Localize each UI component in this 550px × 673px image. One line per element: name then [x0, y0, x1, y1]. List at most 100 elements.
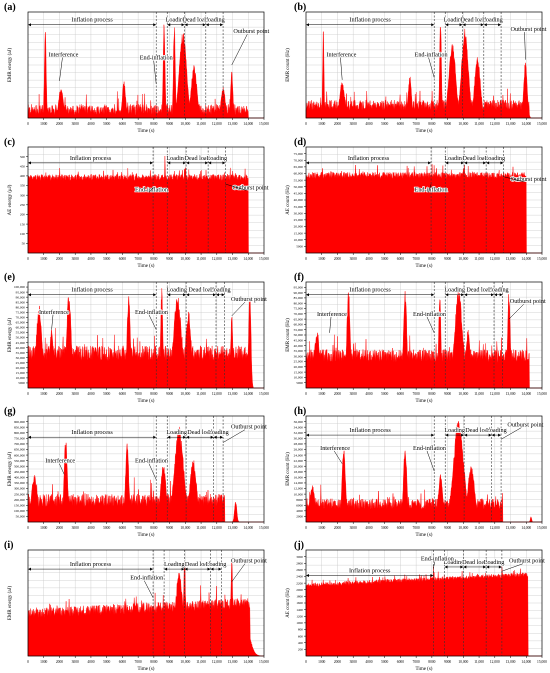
y-tick-label: 45,000: [294, 192, 304, 197]
y-tick-label: 30,000: [294, 354, 304, 359]
annotation-label: Outburst point: [507, 422, 543, 429]
x-tick-label: 3000: [72, 392, 79, 396]
annotation-label: Outburst point: [231, 296, 267, 303]
y-tick-label: 5000: [18, 381, 25, 385]
x-tick-label: 3000: [350, 122, 357, 126]
annotation-arrow: [340, 57, 343, 80]
x-tick-label: 3000: [72, 660, 79, 664]
x-tick-label: 10,000: [180, 660, 190, 665]
y-tick-label: 30,000: [294, 437, 304, 442]
y-tick-label: 85,000: [16, 300, 26, 305]
y-tick-label: 20,000: [294, 225, 304, 230]
y-axis-title: AE count (Hz): [286, 588, 291, 618]
x-tick-label: 2000: [334, 392, 341, 396]
y-tick-label: 70,000: [16, 316, 26, 321]
y-tick-label: 400: [298, 641, 303, 645]
x-tick-label: 6000: [119, 257, 126, 261]
x-tick-label: 13,000: [228, 392, 238, 397]
y-tick-label: 40,000: [294, 344, 304, 349]
y-tick-label: 10,000: [294, 376, 304, 381]
phase-label: Inflation process: [349, 287, 391, 294]
x-tick-label: 7000: [135, 660, 142, 664]
x-tick-label: 8000: [150, 392, 157, 396]
x-tick-label: 10,000: [458, 660, 468, 665]
x-tick-label: 10,000: [180, 392, 190, 397]
x-tick-label: 3000: [350, 660, 357, 664]
phase-arrow-head: [494, 293, 503, 297]
panel-label: (j): [294, 540, 304, 551]
phase-label: Loading: [166, 17, 187, 24]
x-tick-label: 0: [27, 526, 29, 530]
y-tick-label: 1200: [296, 614, 303, 618]
x-tick-label: 8000: [150, 122, 157, 126]
x-tick-label: 2000: [56, 660, 63, 664]
y-tick-label: 90,000: [16, 295, 26, 300]
x-tick-label: 0: [27, 257, 29, 261]
phase-label: Dead load: [462, 559, 488, 566]
y-tick-label: 35,000: [294, 349, 304, 354]
x-tick-label: 7000: [413, 660, 420, 664]
x-tick-label: 5000: [103, 392, 110, 396]
plot-frame: [305, 11, 543, 119]
x-tick-label: 4000: [365, 257, 372, 261]
phase-label: Dead load: [466, 287, 492, 294]
y-tick-label: 8000: [296, 498, 303, 502]
x-tick-label: 2000: [56, 257, 63, 261]
x-tick-label: 8000: [150, 660, 157, 664]
y-axis-title: EMR energy (aJ): [8, 317, 13, 352]
x-tick-label: 2000: [334, 660, 341, 664]
y-tick-label: 60,000: [294, 323, 304, 328]
y-tick-label: 45,000: [294, 339, 304, 344]
y-tick-label: 20,000: [294, 365, 304, 370]
x-tick-label: 11,000: [474, 660, 484, 665]
x-axis-title: Time (s): [416, 129, 433, 134]
x-tick-label: 1000: [318, 257, 325, 261]
x-tick-label: 12,000: [212, 526, 222, 531]
x-tick-label: 8000: [428, 392, 435, 396]
phase-label: Dead load: [463, 155, 489, 162]
annotation-arrow: [59, 57, 63, 81]
data-series-area: [27, 24, 264, 119]
plot-frame: [305, 415, 543, 523]
annotation-label: Interference: [317, 311, 347, 318]
x-tick-label: 2000: [56, 392, 63, 396]
phase-arrow-head: [186, 435, 214, 439]
x-tick-label: 0: [305, 392, 307, 396]
annotation-arrow: [222, 429, 246, 443]
annotation-arrow: [148, 187, 154, 193]
x-tick-label: 12,000: [212, 392, 222, 397]
x-tick-label: 11,000: [196, 257, 206, 262]
phase-label: Inflation process: [71, 17, 113, 24]
annotation-label: End-inflation: [415, 187, 448, 194]
phase-label: Dead load: [185, 155, 211, 162]
annotation-label: Outburst point: [233, 28, 269, 35]
annotation-label: Interference: [39, 309, 69, 316]
y-tick-label: 65,000: [16, 321, 26, 326]
x-tick-label: 12,000: [490, 122, 500, 127]
x-tick-label: 8000: [150, 526, 157, 530]
x-tick-label: 5000: [103, 122, 110, 126]
annotation-arrow: [428, 184, 432, 193]
annotation-arrow: [153, 60, 157, 85]
y-tick-label: 40,000: [16, 346, 26, 351]
phase-label: Loading: [166, 287, 187, 294]
y-tick-label: 25,000: [16, 361, 26, 366]
x-tick-label: 10,000: [458, 526, 468, 531]
y-tick-label: 50: [22, 242, 26, 246]
phase-label: Dead load: [465, 427, 491, 434]
chart-panel-i: (i) Inflation process Loading Dead loadLoad…: [4, 540, 269, 672]
annotation-arrow: [500, 427, 522, 440]
phase-label: Dead load: [185, 561, 211, 568]
x-tick-label: 14,000: [243, 122, 253, 127]
chart-panel-g: (g) Inflation process Loading Dead loadLoad…: [4, 406, 269, 538]
annotation-label: End-inflation: [413, 311, 446, 318]
x-tick-label: 11,000: [474, 122, 484, 127]
chart-panel-f: (f) Inflation process Loading Dead loadLoad…: [286, 272, 547, 404]
y-tick-label: 80,000: [16, 305, 26, 310]
phase-label: Loading: [444, 155, 465, 162]
panel-label: (h): [294, 406, 306, 417]
phase-label: Loading: [486, 427, 507, 434]
